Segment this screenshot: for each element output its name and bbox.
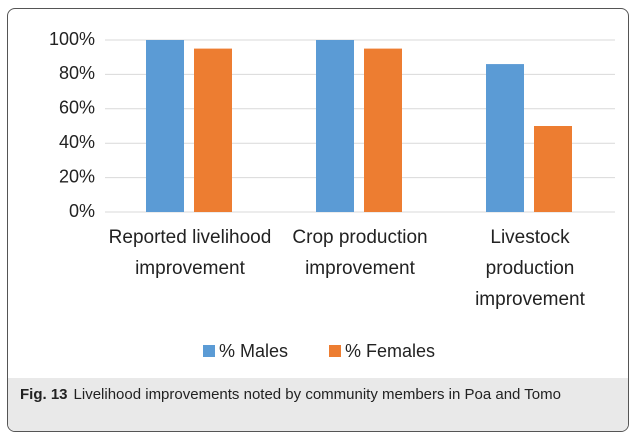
legend-swatch — [203, 345, 215, 357]
y-tick-label: 20% — [59, 166, 95, 186]
caption: Fig. 13 Livelihood improvements noted by … — [8, 378, 628, 431]
x-tick-label: Crop production improvement — [292, 227, 428, 279]
caption-text: Livelihood improvements noted by communi… — [73, 386, 561, 403]
legend-label: % Females — [345, 341, 435, 361]
y-tick-label: 100% — [49, 29, 95, 49]
y-tick-label: 0% — [69, 201, 95, 221]
legend-label: % Males — [219, 341, 288, 361]
legend-swatch — [329, 345, 341, 357]
bar — [194, 48, 232, 212]
bar — [316, 40, 354, 212]
bar — [146, 40, 184, 212]
x-tick-label: Reported livelihood improvement — [108, 227, 272, 279]
bar — [364, 48, 402, 212]
bar — [486, 64, 524, 212]
y-tick-label: 80% — [59, 63, 95, 83]
y-tick-label: 60% — [59, 98, 95, 118]
figure-frame — [7, 8, 629, 432]
y-tick-label: 40% — [59, 132, 95, 152]
bar — [534, 126, 572, 212]
x-tick-label: Livestock production improvement — [475, 227, 585, 310]
caption-label: Fig. 13 — [20, 386, 68, 403]
